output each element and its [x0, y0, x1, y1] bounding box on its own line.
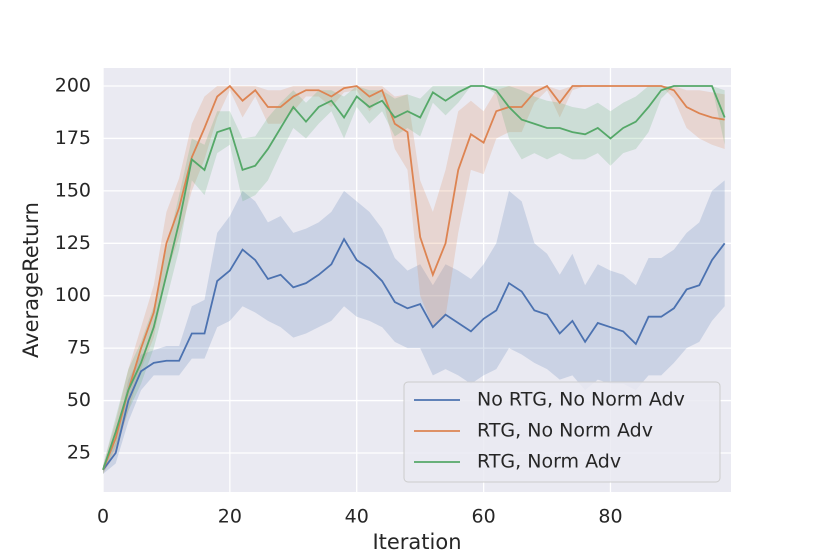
y-tick-label: 150 — [55, 179, 91, 201]
confidence-band — [103, 86, 725, 474]
x-tick-label: 20 — [218, 506, 242, 528]
confidence-band — [103, 86, 725, 474]
y-tick-label: 125 — [55, 232, 91, 254]
y-tick-label: 75 — [67, 337, 91, 359]
y-tick-label: 200 — [55, 75, 91, 97]
y-tick-label: 50 — [67, 389, 91, 411]
legend-label: RTG, No Norm Adv — [477, 420, 653, 442]
legend-label: RTG, Norm Adv — [477, 451, 621, 473]
line — [102, 84, 725, 471]
x-tick-label: 40 — [345, 506, 369, 528]
y-tick-label: 100 — [55, 284, 91, 306]
x-tick-label: 0 — [97, 506, 109, 528]
y-tick-label: 175 — [55, 127, 91, 149]
x-axis-label: Iteration — [372, 530, 461, 554]
line — [102, 85, 726, 471]
confidence-band — [103, 180, 725, 474]
y-tick-label: 25 — [67, 441, 91, 463]
x-tick-label: 60 — [472, 506, 496, 528]
line — [102, 237, 726, 471]
y-axis-label: AverageReturn — [19, 202, 43, 358]
x-tick-label: 80 — [598, 506, 622, 528]
legend-box — [403, 381, 721, 483]
legend-label: No RTG, No Norm Adv — [477, 389, 685, 411]
legend: No RTG, No Norm Adv RTG, No Norm Adv RTG, … — [403, 381, 721, 483]
